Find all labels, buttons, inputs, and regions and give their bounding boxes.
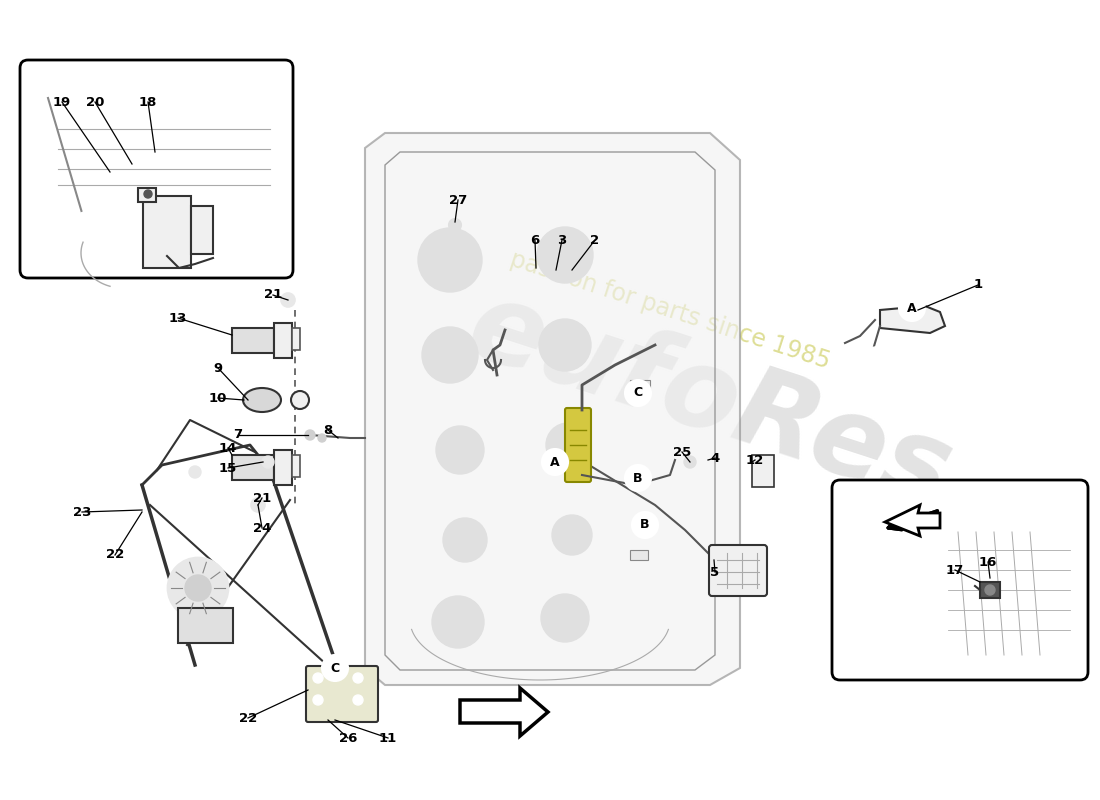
Circle shape (899, 295, 925, 321)
Circle shape (870, 347, 880, 357)
Circle shape (168, 558, 228, 618)
Text: 24: 24 (253, 522, 272, 534)
Ellipse shape (243, 388, 280, 412)
Text: passion for parts since 1985: passion for parts since 1985 (507, 246, 833, 374)
Ellipse shape (292, 391, 309, 409)
Text: 19: 19 (53, 95, 72, 109)
Circle shape (552, 515, 592, 555)
Text: 17: 17 (946, 563, 964, 577)
Circle shape (546, 423, 590, 467)
Circle shape (625, 465, 651, 491)
Text: B: B (634, 471, 642, 485)
Circle shape (144, 190, 152, 198)
Text: 16: 16 (979, 555, 998, 569)
Circle shape (280, 293, 295, 307)
Polygon shape (880, 306, 945, 333)
FancyBboxPatch shape (306, 666, 378, 722)
Circle shape (353, 695, 363, 705)
Text: eufoRes: eufoRes (455, 272, 965, 528)
Circle shape (314, 695, 323, 705)
Circle shape (864, 345, 873, 355)
Circle shape (541, 594, 589, 642)
Text: 9: 9 (213, 362, 222, 374)
Text: A: A (550, 455, 560, 469)
Circle shape (189, 466, 201, 478)
Bar (630, 550, 648, 560)
Bar (143, 196, 191, 268)
Circle shape (537, 227, 593, 283)
Circle shape (422, 327, 478, 383)
Text: 5: 5 (711, 566, 719, 578)
Circle shape (684, 456, 696, 468)
Text: 21: 21 (264, 289, 282, 302)
Text: 11: 11 (378, 731, 397, 745)
Text: 13: 13 (168, 311, 187, 325)
Bar (274, 450, 292, 485)
Polygon shape (886, 505, 940, 536)
Text: B: B (640, 518, 650, 531)
Text: 23: 23 (73, 506, 91, 518)
Circle shape (318, 434, 326, 442)
Bar (138, 188, 156, 202)
Bar (178, 608, 233, 643)
Circle shape (625, 380, 651, 406)
Circle shape (539, 319, 591, 371)
Text: 26: 26 (339, 731, 358, 745)
Circle shape (251, 498, 265, 512)
Text: 18: 18 (139, 95, 157, 109)
Circle shape (449, 219, 461, 231)
Text: 14: 14 (219, 442, 238, 454)
Circle shape (418, 228, 482, 292)
Text: 22: 22 (239, 711, 257, 725)
Text: 8: 8 (323, 423, 332, 437)
Circle shape (632, 512, 658, 538)
Text: C: C (330, 662, 340, 674)
Circle shape (322, 655, 348, 681)
Text: 21: 21 (253, 491, 271, 505)
Circle shape (984, 585, 996, 595)
Circle shape (185, 575, 211, 601)
Polygon shape (365, 133, 740, 685)
Bar (980, 582, 1000, 598)
Circle shape (436, 426, 484, 474)
FancyBboxPatch shape (710, 545, 767, 596)
Text: 20: 20 (86, 95, 104, 109)
Bar (752, 455, 774, 487)
Circle shape (443, 518, 487, 562)
Text: 6: 6 (530, 234, 540, 246)
Text: A: A (908, 302, 916, 314)
Bar (274, 323, 292, 358)
Text: 2: 2 (591, 234, 600, 246)
FancyBboxPatch shape (565, 408, 591, 482)
Circle shape (68, 211, 112, 255)
Circle shape (85, 255, 95, 265)
Text: 7: 7 (233, 429, 243, 442)
Text: 10: 10 (209, 391, 228, 405)
Bar (232, 328, 274, 353)
Bar (630, 380, 650, 392)
Bar (292, 328, 300, 350)
Text: 27: 27 (449, 194, 468, 206)
Text: 4: 4 (711, 451, 719, 465)
Bar (232, 455, 274, 480)
Text: 25: 25 (673, 446, 691, 458)
Circle shape (353, 673, 363, 683)
Text: 12: 12 (746, 454, 764, 466)
Polygon shape (460, 688, 548, 736)
Circle shape (262, 456, 274, 468)
FancyBboxPatch shape (20, 60, 293, 278)
Bar (292, 455, 300, 477)
Text: C: C (634, 386, 642, 399)
FancyBboxPatch shape (832, 480, 1088, 680)
Text: 15: 15 (219, 462, 238, 474)
Circle shape (314, 673, 323, 683)
Text: 1: 1 (974, 278, 982, 291)
Text: 3: 3 (558, 234, 566, 246)
Bar (191, 206, 213, 254)
Text: 22: 22 (106, 549, 124, 562)
Circle shape (432, 596, 484, 648)
Circle shape (305, 430, 315, 440)
Circle shape (542, 449, 568, 475)
